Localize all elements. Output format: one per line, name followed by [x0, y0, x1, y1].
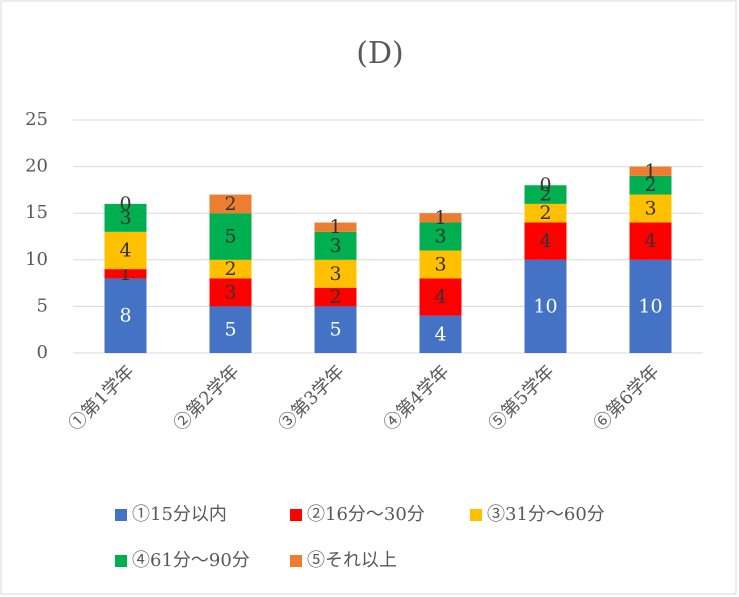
bar-segment [419, 250, 462, 279]
legend-label: ②16分～30分 [307, 504, 425, 525]
data-label: 3 [329, 263, 341, 285]
y-tick-label: 0 [37, 342, 48, 363]
bar-segment [209, 306, 252, 353]
data-label: 2 [329, 286, 341, 308]
bar-segment [104, 231, 147, 270]
bar-segment [629, 194, 672, 223]
bar-segment [524, 259, 567, 353]
bar-segment [629, 259, 672, 353]
data-label: 2 [224, 258, 236, 280]
bar-segment [104, 278, 147, 353]
bar-segment [524, 222, 567, 260]
bar-segment [524, 185, 567, 204]
bar-segment [314, 287, 357, 307]
legend-label: ①15分以内 [132, 504, 227, 525]
bar-segment [314, 259, 357, 288]
data-label: 3 [434, 226, 446, 248]
y-tick-label: 5 [37, 295, 48, 316]
data-label: 3 [119, 207, 131, 229]
bar-segment [314, 306, 357, 353]
legend-swatch [290, 509, 302, 521]
legend-swatch [115, 509, 127, 521]
bar-segment [419, 213, 462, 223]
data-label: 8 [119, 305, 131, 327]
bar-segment [314, 231, 357, 260]
bar-segment [314, 222, 357, 232]
bar-segment [209, 213, 252, 260]
data-label: 5 [329, 319, 341, 341]
data-label: 5 [224, 226, 236, 248]
y-tick-label: 15 [25, 202, 48, 223]
data-label: 4 [434, 323, 446, 345]
data-label: 5 [224, 319, 236, 341]
legend-swatch [290, 555, 302, 567]
bar-segment [419, 315, 462, 353]
bar-segment [629, 175, 672, 195]
chart-title: (D) [356, 36, 403, 71]
legend-label: ④61分～90分 [132, 550, 250, 571]
data-label: 2 [539, 184, 551, 206]
bar-segment [419, 222, 462, 251]
legend-label: ⑤それ以上 [307, 550, 397, 571]
data-label: 3 [329, 235, 341, 257]
data-label: 4 [434, 286, 446, 308]
y-tick-label: 20 [25, 156, 48, 177]
legend-label: ③31分～60分 [487, 504, 605, 525]
bar-segment [419, 278, 462, 316]
data-label: 4 [119, 239, 131, 261]
data-label: 1 [644, 160, 656, 182]
data-label: 0 [539, 174, 551, 196]
bar-segment [629, 222, 672, 260]
data-label: 3 [224, 281, 236, 303]
bar-segment [524, 203, 567, 223]
data-label: 1 [434, 207, 446, 229]
data-label: 2 [644, 174, 656, 196]
bar-segment [629, 166, 672, 176]
y-tick-label: 10 [25, 249, 48, 270]
data-label: 10 [638, 295, 662, 317]
data-label: 3 [434, 253, 446, 275]
data-label: 4 [644, 230, 656, 252]
bar-segment [209, 194, 252, 214]
bar-segment [104, 203, 147, 232]
data-label: 3 [644, 198, 656, 220]
data-label: 2 [539, 202, 551, 224]
bar-segment [209, 278, 252, 307]
bar-segment [209, 259, 252, 279]
legend-swatch [115, 555, 127, 567]
legend-swatch [470, 509, 482, 521]
data-label: 1 [329, 216, 341, 238]
data-label: 0 [119, 193, 131, 215]
data-label: 2 [224, 193, 236, 215]
y-tick-label: 25 [25, 109, 48, 130]
data-label: 10 [533, 295, 557, 317]
bar-segment [104, 269, 147, 279]
data-label: 4 [539, 230, 551, 252]
